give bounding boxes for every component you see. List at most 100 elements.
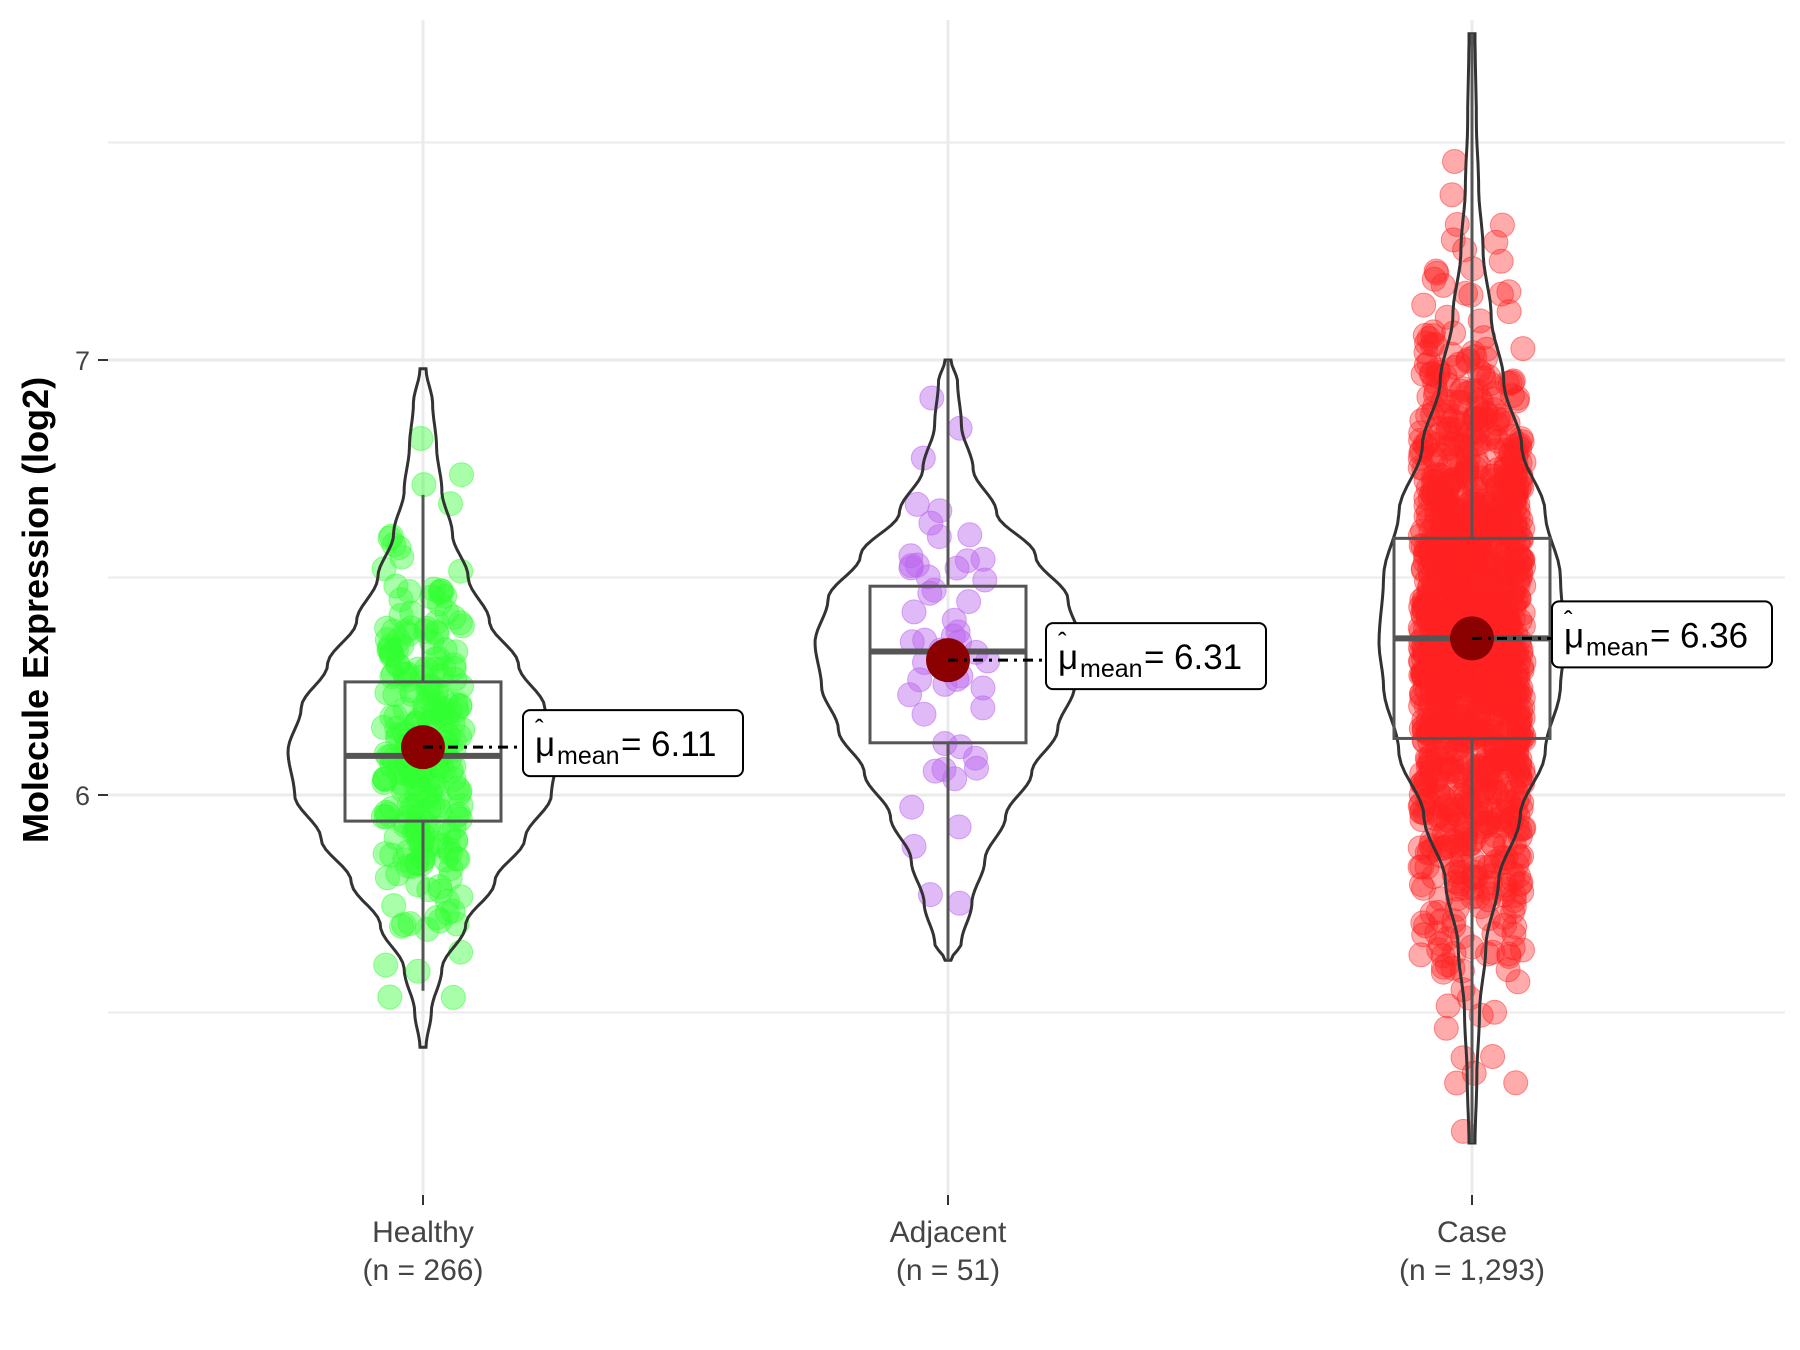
data-point [1485, 813, 1511, 839]
data-point [1507, 450, 1533, 476]
data-point [416, 877, 442, 903]
mean-label-mu: μ [1564, 616, 1584, 655]
data-point [1418, 748, 1444, 774]
data-point [385, 861, 411, 887]
data-point [1419, 712, 1445, 737]
data-point [1507, 764, 1533, 790]
data-point [1440, 705, 1466, 731]
data-point [1466, 588, 1492, 613]
data-point [1425, 780, 1451, 806]
data-point [1496, 610, 1521, 636]
data-point [1504, 680, 1530, 706]
data-point [1500, 368, 1526, 394]
data-point [1446, 580, 1472, 605]
data-point [1500, 935, 1526, 961]
data-point [1490, 470, 1516, 496]
x-category-label: Adjacent [890, 1216, 1007, 1249]
data-point [1472, 687, 1498, 713]
data-point [1437, 756, 1463, 782]
data-point [1486, 722, 1512, 748]
data-point [1479, 516, 1505, 542]
data-point [1479, 463, 1505, 489]
data-point [1419, 581, 1445, 607]
data-point [1421, 571, 1447, 597]
data-point [1461, 424, 1487, 450]
data-point [1467, 534, 1493, 560]
data-point [1510, 547, 1536, 572]
data-point [1428, 499, 1454, 525]
data-point [1443, 534, 1469, 560]
data-point [1412, 585, 1438, 611]
data-point [1483, 747, 1509, 773]
data-point [1503, 665, 1529, 691]
data-point [1430, 488, 1456, 514]
data-point [1408, 716, 1434, 742]
data-point [1453, 668, 1478, 693]
data-point [1506, 712, 1531, 738]
data-point [1465, 710, 1491, 736]
data-point [448, 939, 474, 965]
data-point [1415, 589, 1441, 615]
data-point [1419, 673, 1445, 698]
data-point [1417, 695, 1443, 721]
data-point [449, 673, 474, 699]
data-point [1463, 448, 1489, 474]
data-point [1440, 757, 1466, 783]
data-point [897, 682, 923, 708]
data-point [1509, 843, 1535, 869]
data-point [1408, 693, 1434, 719]
data-point [1484, 711, 1510, 737]
data-point [1455, 346, 1481, 372]
data-point [1468, 408, 1494, 434]
data-point [1485, 689, 1511, 714]
data-point [1485, 673, 1510, 699]
data-point [1425, 572, 1451, 598]
data-point [1421, 549, 1446, 575]
data-point [1407, 793, 1433, 819]
data-point [1462, 666, 1488, 692]
data-point [1443, 793, 1469, 819]
data-point [1462, 455, 1488, 481]
data-point [1443, 417, 1469, 443]
data-point [1456, 985, 1482, 1011]
data-point [1420, 323, 1446, 349]
data-point [1441, 576, 1467, 602]
data-point [1424, 648, 1450, 674]
data-point [1482, 769, 1508, 795]
data-point [1432, 402, 1458, 428]
data-point [1424, 692, 1450, 718]
y-tick-label: 6 [75, 781, 90, 811]
data-point [1430, 591, 1456, 617]
data-point [1450, 811, 1476, 837]
data-point [1438, 517, 1464, 543]
data-point [970, 675, 996, 701]
data-point [1461, 550, 1487, 576]
data-point [1411, 594, 1437, 620]
data-point [1454, 380, 1480, 406]
data-point [1438, 431, 1463, 457]
data-point [1440, 227, 1466, 253]
data-point [1483, 853, 1508, 879]
data-point [1490, 780, 1516, 806]
data-point [1442, 569, 1468, 595]
data-point [1487, 807, 1513, 832]
data-point [1434, 699, 1460, 725]
data-point [1510, 695, 1536, 721]
data-point [970, 695, 996, 721]
data-point [1434, 399, 1460, 425]
data-point [1424, 432, 1450, 457]
data-point [1450, 376, 1476, 402]
data-point [1444, 517, 1470, 543]
data-point [419, 630, 445, 655]
data-point [1497, 494, 1523, 520]
data-point [1480, 463, 1506, 489]
data-point [1501, 888, 1527, 913]
data-point [383, 637, 409, 663]
data-point [1420, 469, 1446, 495]
data-point [1444, 568, 1470, 593]
data-point [1408, 594, 1434, 620]
data-point [1452, 591, 1478, 616]
data-point [383, 573, 409, 599]
data-point [1474, 671, 1500, 696]
data-point [372, 767, 398, 793]
